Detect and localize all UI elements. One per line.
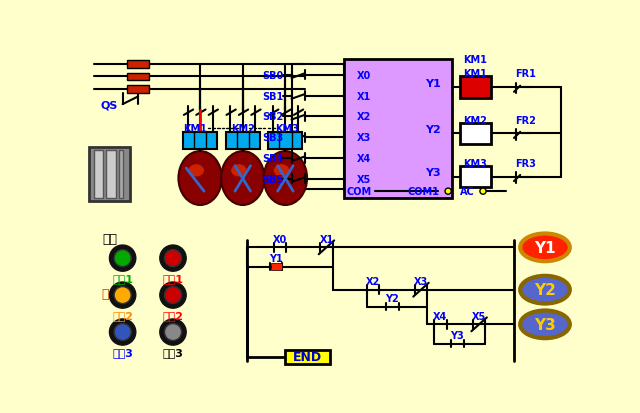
Bar <box>119 151 124 199</box>
Circle shape <box>160 245 186 272</box>
Text: X2: X2 <box>366 277 380 287</box>
Text: KM2: KM2 <box>231 123 255 134</box>
Circle shape <box>109 282 136 309</box>
Circle shape <box>109 319 136 345</box>
Ellipse shape <box>231 165 246 177</box>
Text: X2: X2 <box>356 112 371 122</box>
Text: ✋: ✋ <box>101 287 109 300</box>
Text: FR2: FR2 <box>515 115 536 125</box>
Bar <box>285 350 330 364</box>
Circle shape <box>109 245 136 272</box>
Bar <box>460 123 491 145</box>
Ellipse shape <box>189 165 204 177</box>
Text: SB1: SB1 <box>262 91 283 102</box>
Text: KM1: KM1 <box>183 123 207 134</box>
Bar <box>226 133 260 150</box>
Circle shape <box>164 324 182 341</box>
Circle shape <box>480 189 486 195</box>
Text: QS: QS <box>100 100 118 110</box>
Circle shape <box>114 250 131 267</box>
Text: KM2: KM2 <box>463 115 487 125</box>
Text: Y3: Y3 <box>451 330 464 340</box>
Text: KM1: KM1 <box>463 55 487 65</box>
Text: X3: X3 <box>356 133 371 143</box>
Bar <box>271 263 282 271</box>
Bar <box>268 133 303 150</box>
Ellipse shape <box>520 276 570 304</box>
Bar <box>127 74 149 81</box>
Text: 电源: 电源 <box>102 232 117 245</box>
Bar <box>460 166 491 188</box>
Ellipse shape <box>274 165 289 177</box>
Bar <box>106 151 116 199</box>
Text: 启动2: 启动2 <box>112 310 133 320</box>
Text: COM: COM <box>346 187 372 197</box>
Text: 启动1: 启动1 <box>112 273 133 283</box>
Bar <box>94 151 103 199</box>
Bar <box>127 61 149 69</box>
Text: X4: X4 <box>433 311 447 321</box>
Circle shape <box>445 189 451 195</box>
Text: X3: X3 <box>414 277 428 287</box>
Bar <box>90 148 129 202</box>
Text: AC: AC <box>460 187 475 197</box>
Circle shape <box>160 282 186 309</box>
Text: X1: X1 <box>356 91 371 102</box>
Text: Y3: Y3 <box>425 168 440 178</box>
Text: Y2: Y2 <box>425 124 440 135</box>
Text: SB2: SB2 <box>262 112 283 122</box>
Ellipse shape <box>221 152 264 206</box>
Text: SB4: SB4 <box>262 154 283 164</box>
Bar <box>344 60 452 199</box>
Text: COM1: COM1 <box>408 187 439 197</box>
Bar <box>127 85 149 93</box>
Text: FR3: FR3 <box>515 158 536 168</box>
Text: X4: X4 <box>356 154 371 164</box>
Circle shape <box>160 319 186 345</box>
Circle shape <box>114 287 131 304</box>
Text: X0: X0 <box>356 71 371 81</box>
Ellipse shape <box>520 234 570 261</box>
Bar <box>460 77 491 99</box>
Bar <box>292 65 344 190</box>
Text: KM3: KM3 <box>463 158 487 168</box>
Text: Y2: Y2 <box>534 282 556 297</box>
Text: KM3: KM3 <box>275 123 299 134</box>
Text: 停止1: 停止1 <box>163 273 184 283</box>
Text: Y1: Y1 <box>425 78 440 88</box>
Circle shape <box>164 250 182 267</box>
Text: 启动3: 启动3 <box>112 347 133 357</box>
Ellipse shape <box>179 152 222 206</box>
Text: FR1: FR1 <box>515 69 536 79</box>
Circle shape <box>164 287 182 304</box>
Text: 停止3: 停止3 <box>163 347 184 357</box>
Text: Y3: Y3 <box>534 317 556 332</box>
Text: END: END <box>293 350 323 363</box>
Text: SB0: SB0 <box>262 71 283 81</box>
Text: SB5: SB5 <box>262 174 283 184</box>
Circle shape <box>114 324 131 341</box>
Text: KM1: KM1 <box>463 69 487 79</box>
Text: 停止2: 停止2 <box>163 310 184 320</box>
Text: Y1: Y1 <box>534 240 556 255</box>
Ellipse shape <box>264 152 307 206</box>
Ellipse shape <box>520 311 570 338</box>
Text: X5: X5 <box>356 174 371 184</box>
Bar <box>183 133 217 150</box>
Text: X1: X1 <box>319 234 333 244</box>
Text: Y2: Y2 <box>385 294 399 304</box>
Text: X5: X5 <box>472 311 486 321</box>
Text: X0: X0 <box>273 234 287 244</box>
Text: Y1: Y1 <box>269 254 283 263</box>
Text: SB3: SB3 <box>262 133 283 143</box>
